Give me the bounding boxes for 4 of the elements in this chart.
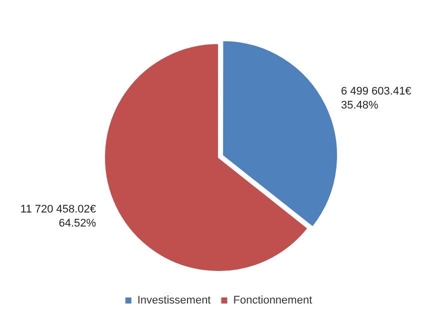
data-label: 11 720 458.02€ 64.52% bbox=[20, 204, 96, 230]
legend-label: Fonctionnement bbox=[233, 294, 312, 307]
legend-label: Investissement bbox=[137, 294, 211, 307]
data-label: 6 499 603.41€ 35.48% bbox=[340, 85, 412, 112]
